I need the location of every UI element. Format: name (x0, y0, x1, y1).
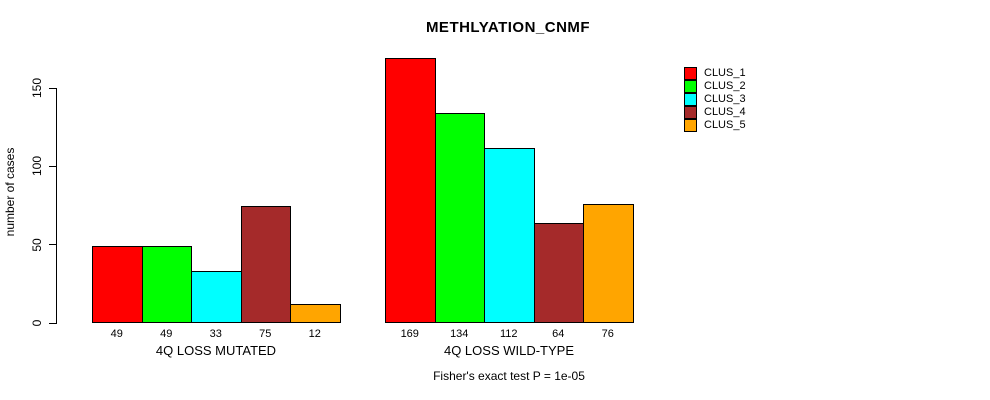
legend-label-clus_3: CLUS_3 (704, 93, 746, 105)
legend-item-clus_2: CLUS_2 (684, 80, 746, 93)
bar-value-label-clus_1-mutated: 49 (110, 328, 123, 340)
bar-value-label-clus_4-mutated: 75 (259, 328, 272, 340)
legend-swatch-clus_5 (684, 119, 697, 132)
bar-value-label-clus_3-wildtype: 112 (499, 328, 518, 340)
legend: CLUS_1 CLUS_2 CLUS_3 CLUS_4 CLUS_5 (684, 67, 746, 132)
y-tick-label-50: 50 (30, 237, 44, 252)
bar-clus_1-mutated (92, 246, 143, 323)
bar-clus_3-wildtype (484, 147, 535, 323)
y-tick-mark-100 (49, 165, 56, 167)
chart-title: METHLYATION_CNMF (425, 19, 591, 36)
legend-item-clus_1: CLUS_1 (684, 67, 746, 80)
legend-label-clus_1: CLUS_1 (704, 67, 746, 79)
legend-swatch-clus_3 (684, 93, 697, 106)
x-group-label-mutated: 4Q LOSS MUTATED (155, 343, 277, 358)
y-tick-mark-150 (49, 87, 56, 89)
bar-clus_2-wildtype (434, 113, 485, 323)
fisher-test-annotation: Fisher's exact test P = 1e-05 (433, 369, 585, 383)
x-group-label-wildtype: 4Q LOSS WILD-TYPE (443, 343, 575, 358)
bar-clus_4-mutated (240, 205, 291, 323)
y-tick-mark-0 (49, 322, 56, 324)
legend-swatch-clus_1 (684, 67, 697, 80)
bar-value-label-clus_5-wildtype: 76 (601, 328, 614, 340)
legend-label-clus_5: CLUS_5 (704, 119, 746, 131)
legend-item-clus_4: CLUS_4 (684, 106, 746, 119)
bar-value-label-clus_1-wildtype: 169 (400, 328, 419, 340)
bar-value-label-clus_3-mutated: 33 (209, 328, 222, 340)
y-axis-line (56, 88, 57, 324)
bar-value-label-clus_2-wildtype: 134 (450, 328, 469, 340)
legend-item-clus_5: CLUS_5 (684, 119, 746, 132)
legend-label-clus_4: CLUS_4 (704, 106, 746, 118)
bar-clus_5-mutated (290, 304, 341, 323)
legend-item-clus_3: CLUS_3 (684, 93, 746, 106)
legend-label-clus_2: CLUS_2 (704, 80, 746, 92)
bar-clus_3-mutated (191, 271, 242, 323)
bar-value-label-clus_4-wildtype: 64 (552, 328, 565, 340)
y-tick-label-0: 0 (30, 319, 44, 327)
y-tick-label-150: 150 (30, 77, 44, 99)
y-tick-mark-50 (49, 244, 56, 246)
y-axis-label: number of cases (3, 147, 17, 237)
bar-value-label-clus_5-mutated: 12 (308, 328, 321, 340)
legend-swatch-clus_2 (684, 80, 697, 93)
bar-clus_4-wildtype (533, 222, 584, 323)
bar-value-label-clus_2-mutated: 49 (160, 328, 173, 340)
y-tick-label-100: 100 (30, 156, 44, 177)
bar-clus_5-wildtype (583, 203, 634, 323)
bar-clus_1-wildtype (385, 58, 436, 323)
legend-swatch-clus_4 (684, 106, 697, 119)
bar-clus_2-mutated (141, 246, 192, 323)
